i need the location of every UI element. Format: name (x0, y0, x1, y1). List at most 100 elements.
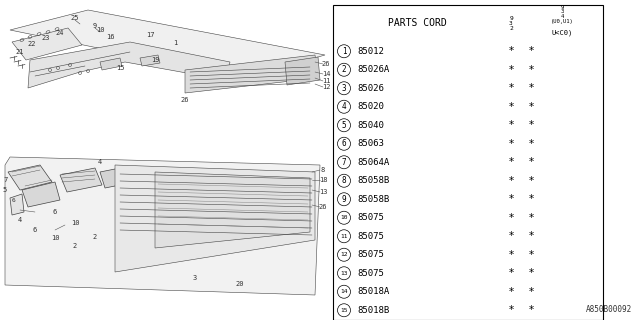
Text: 8: 8 (342, 176, 346, 185)
Text: 23: 23 (42, 35, 51, 41)
Polygon shape (10, 194, 24, 215)
Text: 12: 12 (340, 252, 348, 257)
Text: 18: 18 (319, 177, 327, 183)
Text: U<C0): U<C0) (552, 29, 573, 36)
Text: 13: 13 (340, 271, 348, 276)
Text: 4: 4 (342, 102, 346, 111)
Text: *: * (508, 83, 513, 93)
Polygon shape (22, 182, 60, 207)
Polygon shape (185, 55, 318, 93)
Text: 12: 12 (322, 84, 330, 90)
Text: 11: 11 (322, 78, 330, 84)
Text: *: * (508, 120, 513, 130)
Text: 85075: 85075 (357, 232, 384, 241)
Text: 26: 26 (322, 61, 330, 67)
Text: *: * (529, 213, 534, 223)
Text: 85026A: 85026A (357, 65, 389, 74)
Text: 2: 2 (73, 243, 77, 249)
Text: *: * (529, 139, 534, 149)
Text: 6: 6 (12, 197, 16, 203)
Polygon shape (285, 57, 320, 85)
Text: 13: 13 (319, 189, 327, 195)
Text: *: * (529, 287, 534, 297)
Polygon shape (5, 157, 320, 295)
Polygon shape (140, 55, 160, 66)
Text: 9: 9 (93, 23, 97, 29)
Text: *: * (508, 250, 513, 260)
Text: 26: 26 (319, 204, 327, 210)
Text: 7: 7 (4, 177, 8, 183)
Text: 19: 19 (151, 57, 159, 63)
Text: *: * (529, 157, 534, 167)
Text: *: * (529, 176, 534, 186)
Text: PARTS CORD: PARTS CORD (388, 19, 446, 28)
Text: 25: 25 (71, 15, 79, 21)
Text: 7: 7 (342, 158, 346, 167)
Text: *: * (529, 102, 534, 112)
Text: 9
3
2: 9 3 2 (509, 16, 513, 31)
Text: 10: 10 (340, 215, 348, 220)
Text: 85064A: 85064A (357, 158, 389, 167)
Text: 85075: 85075 (357, 213, 384, 222)
Text: 9: 9 (342, 195, 346, 204)
Text: 85026: 85026 (357, 84, 384, 93)
Text: 85058B: 85058B (357, 176, 389, 185)
Text: *: * (529, 231, 534, 241)
Text: *: * (529, 120, 534, 130)
Text: 4: 4 (98, 159, 102, 165)
Text: 6: 6 (342, 139, 346, 148)
Text: *: * (529, 268, 534, 278)
Polygon shape (100, 58, 122, 70)
Bar (333, 5, 603, 319)
Polygon shape (115, 165, 315, 272)
Text: 16: 16 (106, 34, 115, 40)
Text: *: * (529, 46, 534, 56)
Text: *: * (508, 287, 513, 297)
Text: *: * (529, 305, 534, 315)
Text: 85075: 85075 (357, 269, 384, 278)
Text: 9
3
4
(U0,U1): 9 3 4 (U0,U1) (550, 4, 573, 24)
Text: *: * (508, 213, 513, 223)
Text: 2: 2 (93, 234, 97, 240)
Text: 5: 5 (3, 187, 7, 193)
Text: 15: 15 (340, 308, 348, 313)
Text: 85020: 85020 (357, 102, 384, 111)
Text: A850B00092: A850B00092 (586, 305, 632, 314)
Text: 1: 1 (173, 40, 177, 46)
Text: 85040: 85040 (357, 121, 384, 130)
Polygon shape (8, 165, 52, 190)
Text: 15: 15 (116, 65, 124, 71)
Text: 11: 11 (340, 234, 348, 239)
Text: 85075: 85075 (357, 250, 384, 259)
Text: *: * (508, 268, 513, 278)
Text: 5: 5 (342, 121, 346, 130)
Text: 20: 20 (236, 281, 244, 287)
Text: 6: 6 (33, 227, 37, 233)
Text: 10: 10 (96, 27, 104, 33)
Text: 10: 10 (71, 220, 79, 226)
Text: *: * (529, 194, 534, 204)
Polygon shape (12, 28, 82, 60)
Text: *: * (529, 83, 534, 93)
Text: 22: 22 (28, 41, 36, 47)
Text: *: * (508, 157, 513, 167)
Text: 24: 24 (56, 30, 64, 36)
Text: 85058B: 85058B (357, 195, 389, 204)
Text: 8: 8 (321, 167, 325, 173)
Text: *: * (508, 194, 513, 204)
Text: 14: 14 (340, 289, 348, 294)
Polygon shape (28, 42, 230, 88)
Text: *: * (529, 65, 534, 75)
Text: 3: 3 (342, 84, 346, 93)
Text: 10: 10 (51, 235, 60, 241)
Text: *: * (508, 65, 513, 75)
Text: *: * (508, 176, 513, 186)
Text: *: * (529, 250, 534, 260)
Text: 2: 2 (342, 65, 346, 74)
Text: *: * (508, 231, 513, 241)
Text: *: * (508, 139, 513, 149)
Text: 85018A: 85018A (357, 287, 389, 296)
Text: 17: 17 (146, 32, 154, 38)
Text: 4: 4 (18, 217, 22, 223)
Text: *: * (508, 102, 513, 112)
